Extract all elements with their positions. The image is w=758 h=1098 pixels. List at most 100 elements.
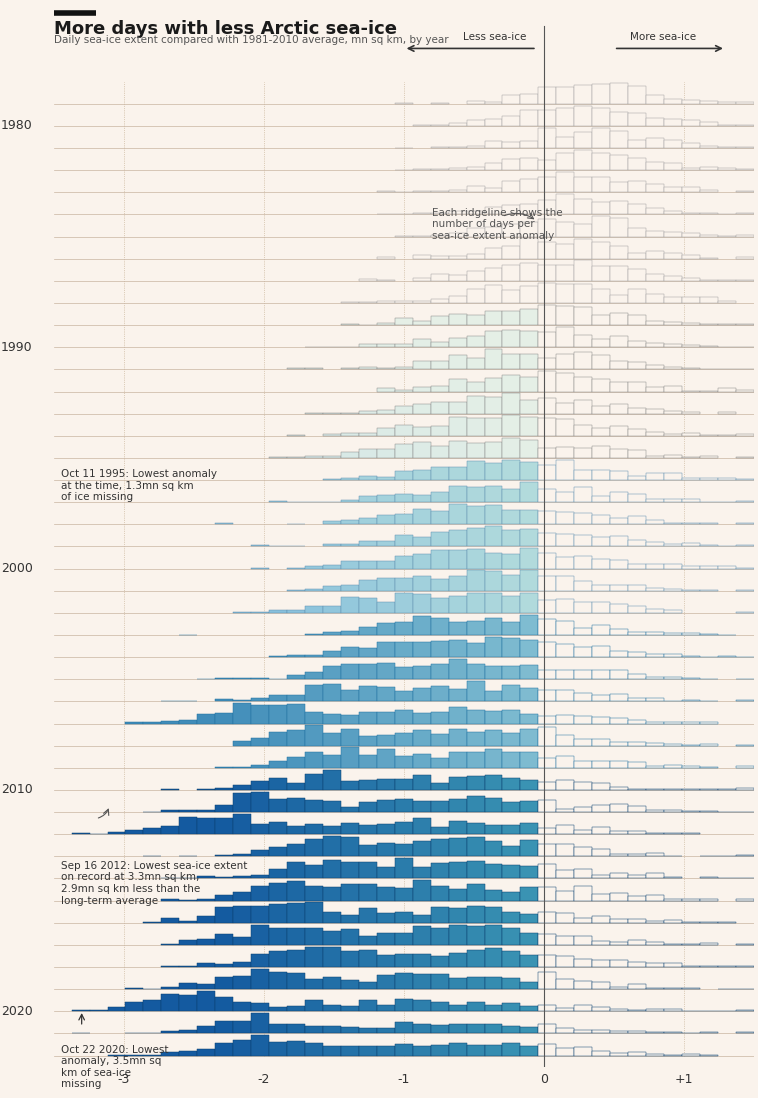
Bar [395, 301, 412, 303]
Bar [592, 537, 610, 547]
Bar [521, 222, 538, 236]
Bar [628, 651, 646, 657]
Bar [521, 310, 538, 325]
Bar [575, 199, 592, 214]
Bar [736, 191, 754, 192]
Bar [126, 830, 143, 834]
Text: 1990: 1990 [1, 340, 33, 354]
Bar [287, 1006, 305, 1011]
Bar [287, 695, 305, 702]
Bar [161, 810, 180, 813]
Bar [664, 765, 682, 768]
Bar [484, 593, 503, 613]
Bar [251, 764, 269, 768]
Bar [395, 999, 412, 1011]
Bar [538, 716, 556, 724]
Bar [503, 142, 521, 148]
Bar [736, 390, 754, 392]
Bar [341, 748, 359, 768]
Bar [449, 953, 467, 967]
Bar [323, 651, 341, 657]
Bar [575, 761, 592, 768]
Bar [395, 1022, 412, 1033]
Text: +1: +1 [675, 1073, 693, 1086]
Bar [736, 257, 754, 259]
Bar [305, 685, 323, 702]
Bar [628, 854, 646, 856]
Bar [341, 647, 359, 657]
Bar [484, 486, 503, 502]
Bar [323, 606, 341, 613]
Bar [484, 825, 503, 834]
Bar [377, 1046, 395, 1055]
Bar [592, 1030, 610, 1033]
Bar [431, 1026, 449, 1033]
Bar [395, 494, 412, 502]
Bar [592, 216, 610, 236]
Bar [503, 438, 521, 458]
Bar [359, 344, 377, 347]
Bar [467, 593, 484, 613]
Bar [359, 598, 377, 613]
Bar [610, 155, 628, 170]
Bar [628, 315, 646, 325]
Bar [646, 832, 664, 834]
Bar [521, 439, 538, 458]
Bar [323, 770, 341, 789]
Bar [484, 730, 503, 746]
Bar [251, 886, 269, 900]
Bar [341, 478, 359, 480]
Bar [575, 602, 592, 613]
Bar [431, 191, 449, 192]
Bar [628, 919, 646, 922]
Bar [395, 471, 412, 480]
Bar [449, 123, 467, 126]
Bar [556, 844, 575, 856]
Bar [664, 677, 682, 680]
Bar [197, 899, 215, 900]
Bar [449, 467, 467, 480]
Bar [467, 461, 484, 480]
Bar [628, 1052, 646, 1055]
Bar [269, 761, 287, 768]
Bar [538, 600, 556, 613]
Bar [412, 361, 431, 369]
Bar [718, 124, 736, 126]
Bar [484, 571, 503, 591]
Bar [682, 433, 700, 436]
Bar [521, 511, 538, 525]
Bar [395, 1044, 412, 1055]
Bar [233, 892, 251, 900]
Bar [287, 973, 305, 989]
Bar [575, 647, 592, 657]
Bar [521, 840, 538, 856]
Bar [323, 665, 341, 680]
Bar [682, 656, 700, 657]
Bar [305, 799, 323, 813]
Bar [664, 163, 682, 170]
Bar [503, 845, 521, 856]
Bar [646, 542, 664, 547]
Bar [538, 671, 556, 680]
Bar [682, 255, 700, 259]
Bar [503, 865, 521, 878]
Bar [431, 758, 449, 768]
Text: 0: 0 [540, 1073, 548, 1086]
Bar [323, 802, 341, 813]
Bar [610, 787, 628, 789]
Bar [700, 298, 718, 303]
Bar [412, 754, 431, 768]
Bar [341, 433, 359, 436]
Bar [503, 181, 521, 192]
Bar [538, 160, 556, 170]
Bar [718, 389, 736, 392]
Text: 1980: 1980 [1, 120, 33, 133]
Bar [484, 977, 503, 989]
Bar [521, 378, 538, 392]
Bar [197, 818, 215, 834]
Bar [287, 882, 305, 900]
Bar [251, 825, 269, 834]
Bar [646, 1054, 664, 1055]
Bar [575, 352, 592, 369]
Bar [269, 1007, 287, 1011]
